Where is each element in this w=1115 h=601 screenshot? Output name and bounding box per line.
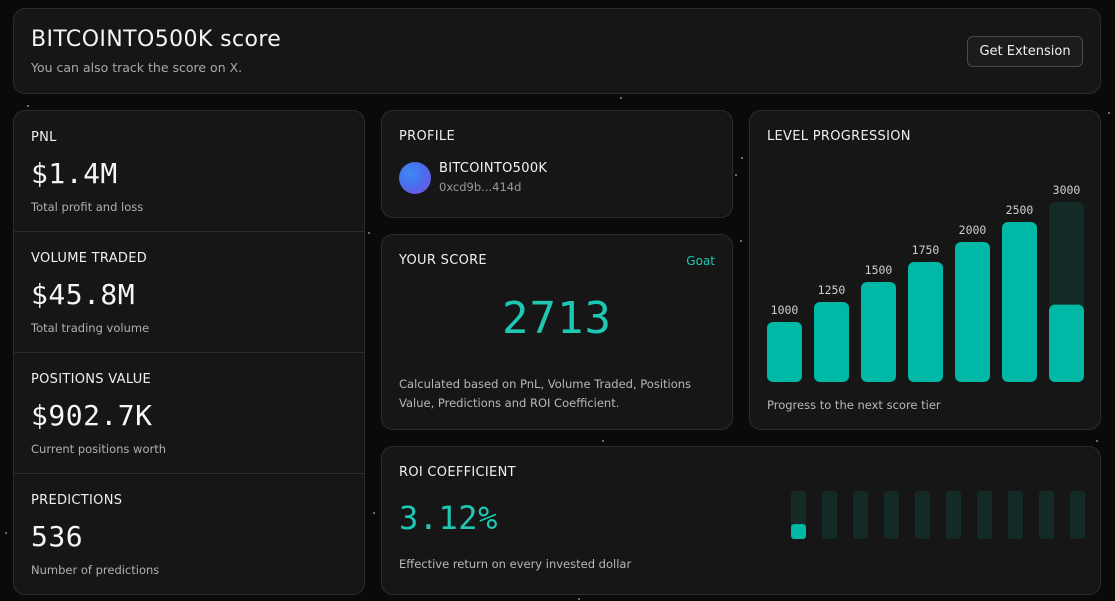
stat-value: $1.4M (31, 157, 118, 190)
roi-segment (822, 491, 837, 539)
level-progression-card: LEVEL PROGRESSION 1000 1250 1500 1750 2000 25… (749, 110, 1101, 430)
level-bar-label: 2500 (1006, 203, 1034, 217)
stat-volume-traded: VOLUME TRADED $45.8M Total trading volum… (14, 232, 364, 353)
stat-value: 536 (31, 520, 84, 553)
roi-card: ROI COEFFICIENT 3.12% Effective return o… (381, 446, 1101, 595)
stat-label: PREDICTIONS (31, 493, 123, 508)
level-bar-label: 2000 (959, 223, 987, 237)
roi-segment (946, 491, 961, 539)
level-bar (1002, 222, 1037, 382)
level-bar (908, 262, 943, 382)
level-bar-chart: 1000 1250 1500 1750 2000 2500 3000 (767, 183, 1084, 382)
stat-positions-value: POSITIONS VALUE $902.7K Current position… (14, 353, 364, 474)
score-label: YOUR SCORE (399, 253, 487, 268)
background-star (602, 440, 604, 442)
stat-description: Number of predictions (31, 563, 160, 577)
roi-segment (853, 491, 868, 539)
background-star (27, 105, 29, 107)
level-bar-label: 1500 (865, 263, 893, 277)
stat-value: $45.8M (31, 278, 136, 311)
level-bar-label: 1750 (912, 243, 940, 257)
stat-label: VOLUME TRADED (31, 251, 148, 266)
background-star (735, 174, 737, 176)
roi-segment (1070, 491, 1085, 539)
roi-label: ROI COEFFICIENT (399, 465, 516, 480)
background-star (368, 232, 370, 234)
stat-description: Current positions worth (31, 442, 167, 456)
level-bar (1049, 304, 1084, 382)
stat-description: Total profit and loss (31, 200, 144, 214)
tier-badge: Goat (686, 254, 715, 268)
get-extension-button[interactable]: Get Extension (967, 36, 1083, 67)
level-bar-label: 1250 (818, 283, 846, 297)
background-star (620, 97, 622, 99)
roi-segment-meter (791, 491, 1085, 539)
stats-card: PNL $1.4M Total profit and loss VOLUME T… (13, 110, 365, 595)
roi-segment-fill (791, 524, 806, 539)
level-bar (767, 322, 802, 382)
stat-predictions: PREDICTIONS 536 Number of predictions (14, 474, 364, 594)
roi-segment (977, 491, 992, 539)
background-star (373, 512, 375, 514)
roi-segment (1039, 491, 1054, 539)
profile-name: BITCOINTO500K (439, 161, 548, 176)
level-footer: Progress to the next score tier (767, 398, 941, 412)
page-subtitle: You can also track the score on X. (31, 60, 243, 75)
level-bar (955, 242, 990, 382)
stat-label: PNL (31, 130, 57, 145)
background-star (740, 240, 742, 242)
roi-segment (915, 491, 930, 539)
background-star (1096, 440, 1098, 442)
profile-card: PROFILE BITCOINTO500K 0xcd9b...414d (381, 110, 733, 218)
background-star (1108, 112, 1110, 114)
level-label: LEVEL PROGRESSION (767, 129, 911, 144)
level-bar (814, 302, 849, 382)
stat-pnl: PNL $1.4M Total profit and loss (14, 111, 364, 232)
roi-segment (1008, 491, 1023, 539)
score-card: YOUR SCORE Goat 2713 Calculated based on… (381, 234, 733, 430)
roi-description: Effective return on every invested dolla… (399, 557, 632, 571)
background-star (578, 598, 580, 600)
level-bar-label: 3000 (1053, 183, 1081, 197)
score-description: Calculated based on PnL, Volume Traded, … (399, 377, 692, 410)
stat-description: Total trading volume (31, 321, 150, 335)
roi-segment (884, 491, 899, 539)
background-star (741, 157, 743, 159)
score-value: 2713 (502, 293, 612, 344)
background-star (5, 532, 7, 534)
stat-label: POSITIONS VALUE (31, 372, 152, 387)
stat-value: $902.7K (31, 399, 153, 432)
avatar (399, 162, 431, 194)
page-title: BITCOINTO500K score (31, 27, 282, 52)
level-bar-label: 1000 (771, 303, 799, 317)
profile-label: PROFILE (399, 129, 455, 144)
level-bar (861, 282, 896, 382)
header-card: BITCOINTO500K score You can also track t… (13, 8, 1101, 94)
wallet-address: 0xcd9b...414d (439, 180, 522, 194)
roi-value: 3.12% (399, 499, 498, 537)
